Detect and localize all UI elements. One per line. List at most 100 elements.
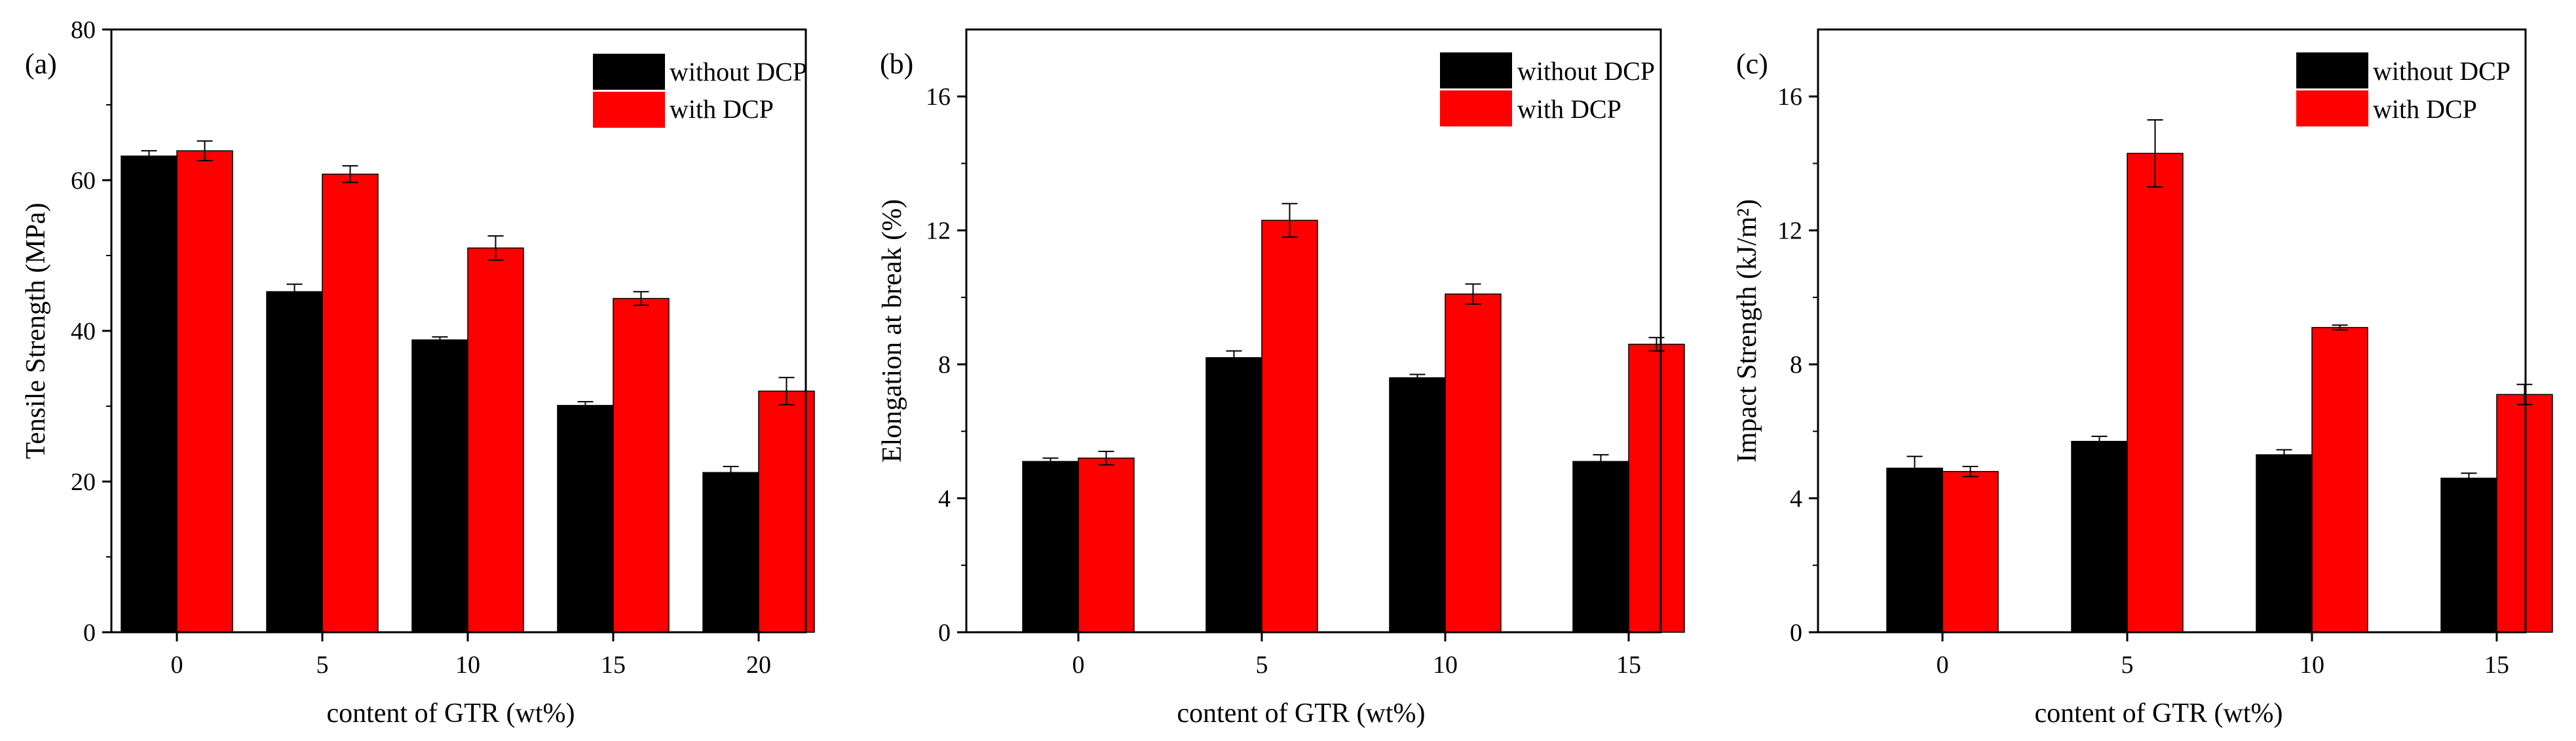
panel-b-errorbar-without-dcp-10 (1409, 373, 1426, 382)
panel-a-xlabel: content of GTR (wt%) (326, 698, 575, 729)
panel-a-ticks: 0 5 10 15 20 0 20 40 60 80 (71, 16, 771, 679)
panel-a-bar-without-dcp-0 (121, 155, 178, 633)
panel-b-errorbar-with-dcp-10 (1465, 283, 1481, 305)
panel-c-xlabel: content of GTR (wt%) (2034, 698, 2282, 729)
panel-a-xtick-label-15: 15 (601, 651, 626, 679)
panel-b-bar-with-dcp-5 (1261, 219, 1318, 633)
panel-a-frame (110, 28, 807, 634)
panel-b-ytick-label-12: 12 (926, 218, 951, 245)
panel-c-bar-without-dcp-0 (1886, 467, 1943, 633)
panel-b-xtick-label-0: 0 (1072, 651, 1085, 679)
panel-b-label: (b) (880, 48, 913, 80)
panel-b-bars (1022, 202, 1685, 633)
panel-a-legend-label-with-dcp: with DCP (670, 94, 774, 124)
panel-c-bar-with-dcp-10 (2311, 327, 2368, 633)
panel-c-bar-with-dcp-5 (2127, 153, 2184, 633)
panel-c-errorbar-with-dcp-0 (1962, 466, 1979, 478)
panel-c-bars (1886, 119, 2553, 633)
panel-b-ytick-label-8: 8 (938, 351, 951, 379)
panel-c-legend-swatch-without-dcp (2296, 52, 2368, 88)
panel-c-ytick-label-16: 16 (1777, 83, 1802, 111)
panel-c-legend: without DCP with DCP (2296, 52, 2510, 126)
panel-b-errorbar-without-dcp-15 (1593, 454, 1609, 469)
panel-a-bar-with-dcp-5 (322, 174, 379, 633)
panel-a-xtick-label-20: 20 (746, 651, 771, 679)
panel-a-ytick-label-20: 20 (71, 468, 96, 496)
panel-a-bars (121, 140, 815, 633)
panel-b-errorbar-without-dcp-0 (1042, 457, 1059, 466)
panel-a-label: (a) (25, 48, 57, 80)
panel-b-legend-label-without-dcp: without DCP (1517, 56, 1655, 86)
panel-a: (a) Tensile Strength (MPa) content of GT… (21, 16, 815, 729)
panel-c-ylabel-text: Impact Strength (kJ/m²) (1732, 199, 1762, 463)
panel-a-xtick-label-5: 5 (316, 651, 329, 679)
panel-c-ytick-label-8: 8 (1790, 351, 1802, 379)
panel-c-bar-with-dcp-0 (1942, 470, 1999, 633)
panel-c-ytick-label-0: 0 (1790, 619, 1802, 647)
panel-c-errorbar-without-dcp-5 (2091, 436, 2108, 447)
panel-b-bar-with-dcp-10 (1445, 294, 1502, 633)
panel-a-errorbar-without-dcp-5 (286, 283, 303, 300)
panel-c-ytick-label-12: 12 (1777, 218, 1802, 245)
panel-b-ytick-label-16: 16 (926, 83, 951, 111)
panel-a-bar-with-dcp-0 (176, 150, 233, 633)
panel-c-legend-label-with-dcp: with DCP (2373, 94, 2477, 124)
panel-a-bar-without-dcp-10 (411, 339, 468, 633)
panel-b-bar-with-dcp-15 (1628, 343, 1685, 633)
panel-b-xtick-label-15: 15 (1616, 651, 1641, 679)
panel-c-xtick-label-5: 5 (2121, 651, 2134, 679)
panel-a-errorbar-with-dcp-20 (778, 377, 795, 406)
panel-a-legend-swatch-with-dcp (593, 92, 665, 128)
panel-a-ytick-label-60: 60 (71, 167, 96, 195)
panel-c-errorbar-without-dcp-10 (2276, 449, 2292, 461)
panel-c-bar-without-dcp-15 (2440, 478, 2497, 633)
panel-a-xtick-label-10: 10 (455, 651, 480, 679)
panel-c-legend-swatch-with-dcp (2296, 90, 2368, 126)
panel-a-errorbar-with-dcp-10 (487, 235, 504, 261)
panel-c-ylabel: Impact Strength (kJ/m²) (1732, 199, 1762, 463)
panel-a-legend: without DCP with DCP (593, 54, 807, 128)
panel-b-xlabel: content of GTR (wt%) (1177, 698, 1425, 729)
panel-a-bar-with-dcp-15 (613, 297, 670, 633)
panel-b-errorbar-with-dcp-0 (1098, 451, 1114, 466)
panel-b-ylabel: Elongation at break (%) (877, 199, 907, 463)
panel-b-legend-swatch-with-dcp (1440, 90, 1512, 126)
panel-b-legend-label-with-dcp: with DCP (1517, 94, 1621, 124)
panel-a-bar-with-dcp-10 (467, 247, 524, 633)
panel-a-ytick-label-80: 80 (71, 16, 96, 44)
panel-c: (c) Impact Strength (kJ/m²) content of G… (1732, 28, 2553, 729)
panel-a-errorbar-with-dcp-0 (197, 140, 213, 162)
panel-c-bar-without-dcp-5 (2071, 440, 2128, 633)
panel-c-frame (1817, 28, 2527, 634)
panel-a-errorbar-with-dcp-5 (342, 165, 358, 183)
panel-b-ytick-label-4: 4 (938, 485, 951, 513)
panel-a-ylabel: Tensile Strength (MPa) (21, 202, 51, 459)
panel-a-bar-without-dcp-15 (557, 405, 614, 633)
panel-b-bar-with-dcp-0 (1078, 457, 1135, 633)
panel-c-ticks: 0 5 10 15 0 4 8 12 16 (1777, 83, 2509, 679)
panel-b-xtick-label-10: 10 (1433, 651, 1458, 679)
panel-b: (b) Elongation at break (%) content of G… (877, 28, 1685, 729)
panel-a-errorbar-without-dcp-15 (577, 401, 594, 410)
panel-b-bar-without-dcp-10 (1389, 377, 1446, 633)
panel-b-errorbar-without-dcp-5 (1226, 350, 1242, 366)
panel-b-bar-without-dcp-15 (1572, 461, 1629, 633)
panel-a-xtick-label-0: 0 (171, 651, 183, 679)
panel-c-xtick-label-15: 15 (2484, 651, 2509, 679)
panel-a-ytick-label-0: 0 (83, 619, 96, 647)
panel-c-xtick-label-0: 0 (1937, 651, 1949, 679)
panel-b-errorbar-with-dcp-5 (1281, 202, 1298, 238)
panel-a-ytick-label-40: 40 (71, 318, 96, 345)
panel-c-errorbar-with-dcp-10 (2332, 324, 2348, 331)
panel-a-legend-swatch-without-dcp (593, 54, 665, 90)
panel-a-bar-without-dcp-5 (266, 291, 323, 633)
panel-a-errorbar-with-dcp-15 (633, 291, 649, 306)
panel-c-legend-label-without-dcp: without DCP (2373, 56, 2510, 86)
panel-c-xtick-label-10: 10 (2300, 651, 2324, 679)
panel-b-bar-without-dcp-5 (1205, 357, 1262, 633)
panel-c-errorbar-without-dcp-15 (2461, 472, 2477, 484)
panel-b-legend-swatch-without-dcp (1440, 52, 1512, 88)
panel-b-ticks: 0 5 10 15 0 4 8 12 16 (926, 83, 1641, 679)
panel-c-errorbar-without-dcp-0 (1906, 455, 1923, 481)
